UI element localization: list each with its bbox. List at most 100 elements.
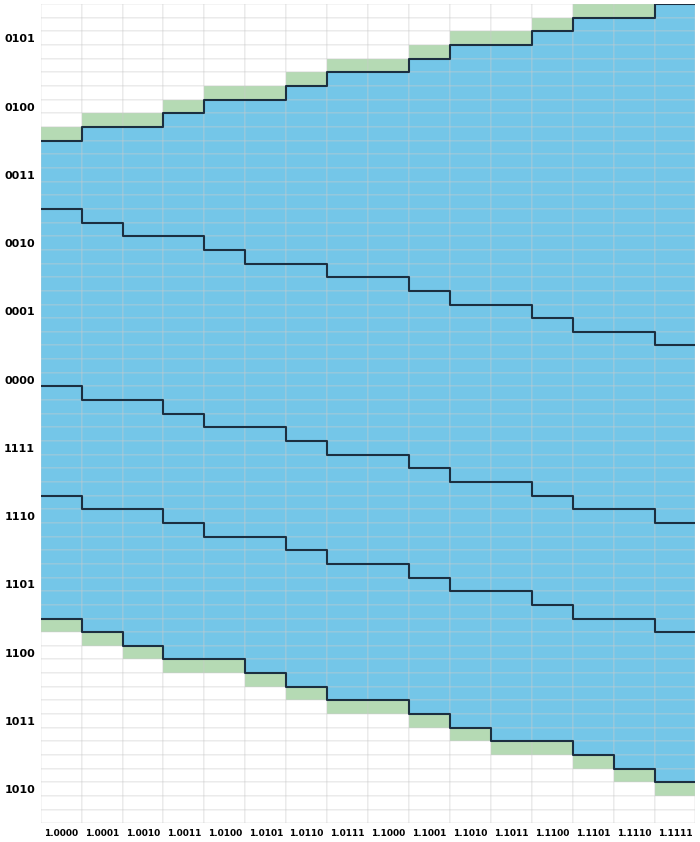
Bar xyxy=(614,31,654,45)
Bar xyxy=(654,114,696,127)
Bar xyxy=(450,591,491,605)
Bar xyxy=(409,59,450,72)
Bar xyxy=(164,659,204,673)
Bar xyxy=(368,114,409,127)
Bar xyxy=(409,687,450,701)
Bar xyxy=(245,209,286,222)
Bar xyxy=(164,209,204,222)
Bar xyxy=(122,796,164,810)
Bar xyxy=(654,209,696,222)
Bar xyxy=(573,564,614,578)
Bar xyxy=(327,59,368,72)
Bar xyxy=(204,496,245,509)
Bar xyxy=(327,496,368,509)
Bar xyxy=(327,564,368,578)
Bar xyxy=(204,701,245,714)
Bar xyxy=(614,441,654,455)
Bar xyxy=(122,182,164,195)
Bar xyxy=(450,605,491,619)
Bar xyxy=(164,222,204,237)
Bar xyxy=(82,619,122,632)
Bar xyxy=(204,290,245,305)
Bar xyxy=(327,154,368,168)
Bar xyxy=(41,536,82,550)
Bar xyxy=(450,114,491,127)
Bar xyxy=(122,496,164,509)
Bar xyxy=(245,578,286,591)
Bar xyxy=(450,687,491,701)
Bar xyxy=(532,455,573,468)
Bar xyxy=(327,741,368,755)
Bar xyxy=(204,632,245,646)
Bar xyxy=(122,114,164,127)
Bar xyxy=(41,578,82,591)
Bar xyxy=(573,687,614,701)
Bar xyxy=(82,345,122,360)
Bar xyxy=(573,237,614,250)
Bar xyxy=(122,727,164,741)
Bar xyxy=(164,564,204,578)
Bar xyxy=(532,591,573,605)
Bar xyxy=(573,482,614,496)
Bar xyxy=(245,769,286,782)
Bar xyxy=(614,168,654,182)
Bar xyxy=(164,413,204,428)
Bar xyxy=(286,290,327,305)
Bar xyxy=(204,86,245,99)
Bar xyxy=(368,45,409,59)
Bar xyxy=(654,250,696,264)
Bar xyxy=(532,727,573,741)
Bar xyxy=(654,45,696,59)
Bar xyxy=(82,496,122,509)
Bar xyxy=(532,496,573,509)
Bar xyxy=(41,332,82,345)
Bar xyxy=(327,31,368,45)
Bar xyxy=(41,632,82,646)
Bar xyxy=(450,59,491,72)
Bar xyxy=(82,99,122,114)
Bar xyxy=(573,277,614,290)
Bar xyxy=(41,755,82,769)
Bar xyxy=(82,605,122,619)
Bar xyxy=(41,318,82,332)
Bar xyxy=(204,755,245,769)
Bar xyxy=(573,455,614,468)
Bar xyxy=(122,413,164,428)
Bar xyxy=(368,318,409,332)
Bar xyxy=(654,413,696,428)
Bar xyxy=(245,591,286,605)
Bar xyxy=(164,441,204,455)
Bar xyxy=(245,182,286,195)
Bar xyxy=(491,659,532,673)
Bar xyxy=(286,154,327,168)
Bar xyxy=(573,360,614,373)
Bar xyxy=(122,428,164,441)
Bar xyxy=(450,373,491,386)
Bar xyxy=(450,727,491,741)
Bar xyxy=(573,114,614,127)
Bar xyxy=(450,237,491,250)
Bar xyxy=(327,536,368,550)
Bar xyxy=(245,318,286,332)
Bar xyxy=(245,796,286,810)
Bar xyxy=(491,796,532,810)
Bar xyxy=(327,646,368,659)
Bar xyxy=(450,564,491,578)
Bar xyxy=(122,31,164,45)
Bar xyxy=(654,769,696,782)
Bar xyxy=(41,673,82,687)
Bar xyxy=(614,796,654,810)
Bar xyxy=(450,31,491,45)
Bar xyxy=(245,659,286,673)
Bar xyxy=(532,59,573,72)
Bar xyxy=(164,360,204,373)
Bar xyxy=(491,59,532,72)
Bar xyxy=(82,741,122,755)
Bar xyxy=(614,482,654,496)
Bar xyxy=(409,536,450,550)
Bar xyxy=(164,769,204,782)
Bar xyxy=(327,127,368,141)
Bar xyxy=(245,360,286,373)
Bar xyxy=(491,413,532,428)
Bar xyxy=(41,237,82,250)
